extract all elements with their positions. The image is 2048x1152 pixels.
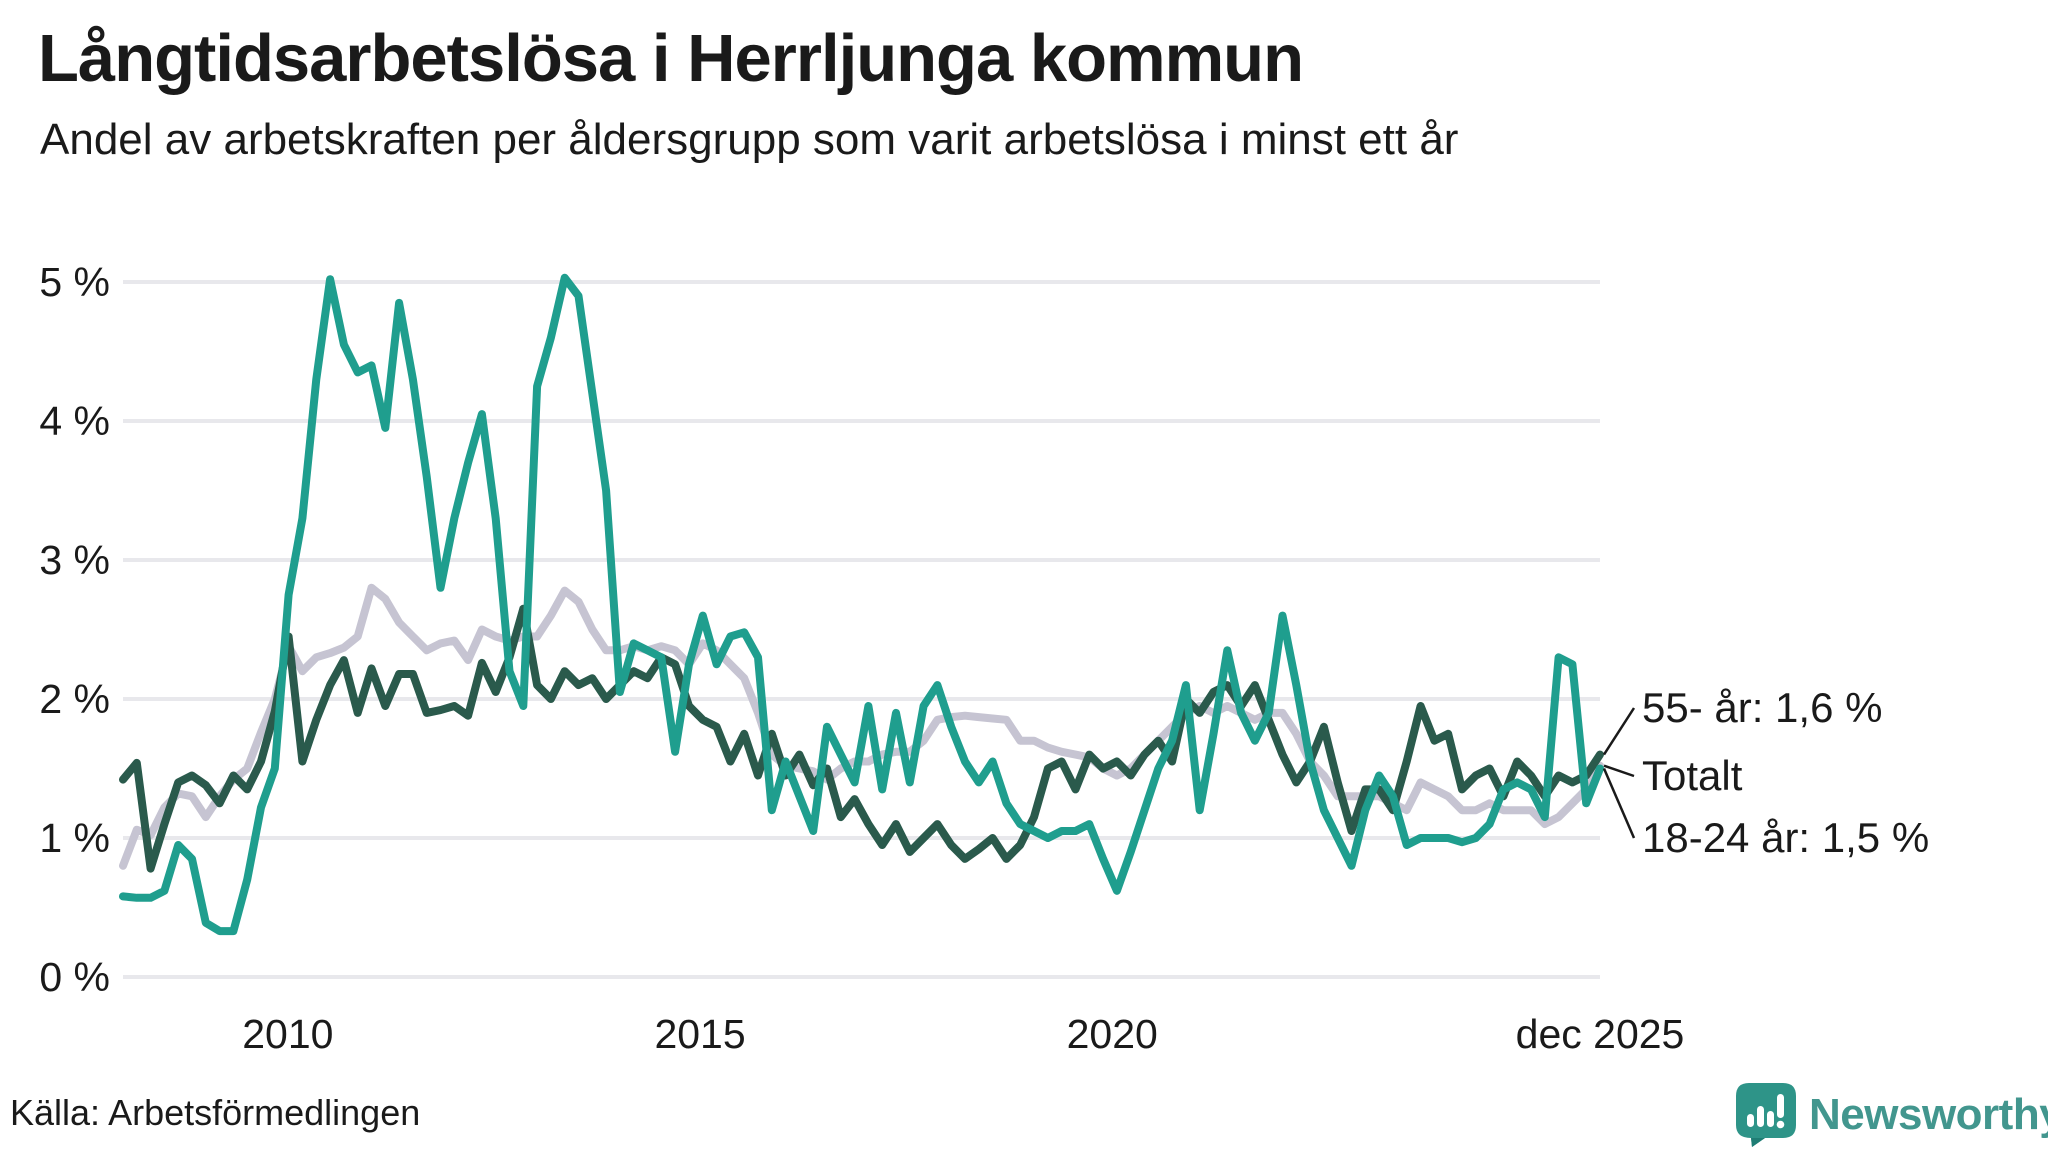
series-end-label: Totalt [1642,752,1743,799]
x-axis-tick-label: 2010 [242,1011,333,1057]
end-label-leader-line [1602,768,1636,839]
y-axis-tick-label: 3 % [39,537,110,583]
y-axis-tick-label: 5 % [39,259,110,305]
y-axis-tick-label: 4 % [39,398,110,444]
page-subtitle: Andel av arbetskraften per åldersgrupp s… [40,115,1459,164]
logo-bubble [1736,1083,1796,1147]
newsworthy-logo-icon [1736,1083,1796,1147]
chart-line-55-r [119,604,1604,873]
end-label-leader-line [1603,764,1635,778]
x-axis-tick-label: 2015 [654,1011,745,1057]
source-note: Källa: Arbetsförmedlingen [10,1092,421,1133]
y-axis-tick-label: 0 % [39,954,110,1000]
end-label-leader-line [1602,707,1636,756]
series-end-label: 55- år: 1,6 % [1642,684,1882,731]
y-axis-tick-label: 2 % [39,676,110,722]
page-title: Långtidsarbetslösa i Herrljunga kommun [38,21,1304,96]
chart-line-18-24-r [119,273,1604,936]
y-axis-tick-label: 1 % [39,815,110,861]
logo-bars-icon [1747,1094,1785,1129]
x-axis-tick-label: 2020 [1067,1011,1158,1057]
brand-link[interactable]: Newsworthy [1735,1082,2048,1148]
brand-wordmark: Newsworthy [1809,1090,2048,1139]
series-end-label: 18-24 år: 1,5 % [1642,814,1929,861]
logo-bubble-shade [1751,1138,1765,1147]
x-axis-tick-label: dec 2025 [1516,1011,1685,1057]
